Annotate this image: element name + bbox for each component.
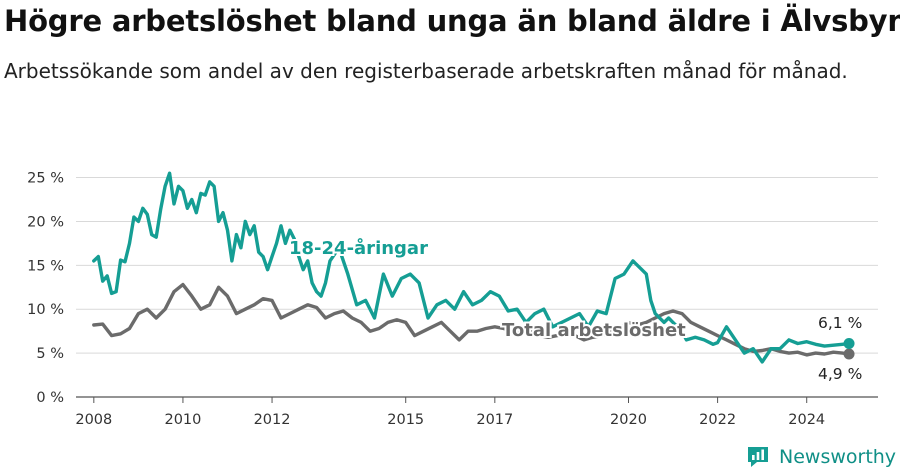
series-label-youth: 18-24-åringar [289, 237, 428, 259]
newsworthy-logo: Newsworthy [745, 443, 896, 471]
newsworthy-logo-icon [748, 447, 768, 467]
y-axis-ticks: 0 % 5 % 10 % 15 % 20 % 25 % [27, 171, 64, 406]
y-tick-label: 25 % [27, 171, 64, 187]
y-tick-label: 15 % [27, 258, 64, 274]
x-tick-label: 2012 [254, 412, 291, 428]
series-lines [92, 171, 855, 364]
end-label-youth: 6,1 % [818, 314, 862, 332]
x-tick-label: 2017 [476, 412, 513, 428]
x-tick-label: 2015 [387, 412, 424, 428]
chart-subtitle: Arbetssökande som andel av den registerb… [4, 59, 848, 83]
x-tick-label: 2020 [610, 412, 647, 428]
series-line-youth [92, 171, 851, 364]
end-label-total: 4,9 % [818, 365, 862, 383]
x-tick-label: 2022 [699, 412, 736, 428]
grid-lines [76, 177, 878, 398]
y-tick-label: 0 % [36, 390, 64, 406]
series-line-total [92, 282, 851, 357]
series-label-total: Total arbetslöshet [502, 320, 686, 341]
x-tick-label: 2010 [164, 412, 201, 428]
series-labels: 18-24-åringar Total arbetslöshet 6,1 % 4,9 … [287, 235, 862, 383]
x-tick-label: 2024 [788, 412, 825, 428]
y-tick-label: 20 % [27, 214, 64, 230]
end-point-youth [843, 337, 855, 349]
brand-name: Newsworthy [779, 446, 897, 468]
end-point-total [843, 348, 855, 360]
chart-title: Högre arbetslöshet bland unga än bland ä… [4, 4, 900, 38]
y-tick-label: 5 % [36, 346, 64, 362]
x-axis-ticks: 2008 2010 2012 2015 2017 2020 2022 2024 [75, 397, 825, 428]
y-tick-label: 10 % [27, 302, 64, 318]
x-tick-label: 2008 [75, 412, 112, 428]
